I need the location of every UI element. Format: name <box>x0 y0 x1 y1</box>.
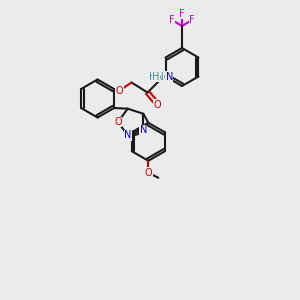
Text: N: N <box>124 130 131 140</box>
Text: N: N <box>140 125 147 135</box>
Text: O: O <box>116 85 123 95</box>
Text: O: O <box>145 168 152 178</box>
Text: F: F <box>179 9 185 19</box>
Text: F: F <box>169 15 175 25</box>
Text: N: N <box>166 71 173 82</box>
Text: HN: HN <box>149 71 164 82</box>
Text: F: F <box>189 15 195 25</box>
Text: O: O <box>154 100 161 110</box>
Text: H: H <box>152 71 160 82</box>
Text: O: O <box>114 117 122 127</box>
